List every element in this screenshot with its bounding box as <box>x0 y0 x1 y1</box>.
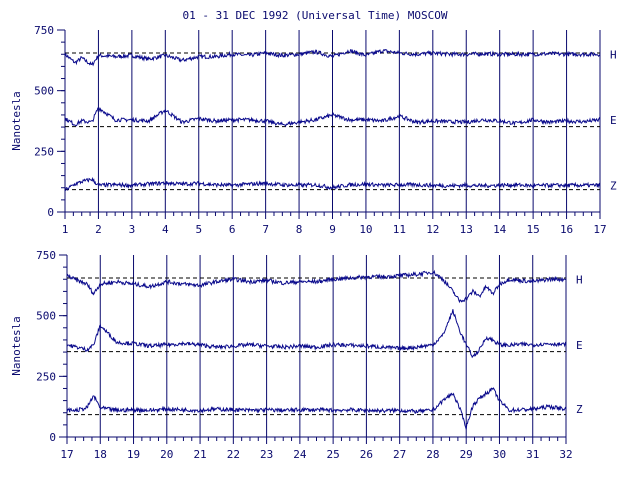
x-tick-label: 23 <box>260 448 273 461</box>
x-tick-label: 11 <box>393 223 406 236</box>
x-tick-label: 18 <box>94 448 107 461</box>
series-label-h: H <box>610 48 617 61</box>
series-line-e <box>66 309 567 359</box>
series-line-e <box>64 107 601 128</box>
series-label-h: H <box>576 273 583 286</box>
x-tick-label: 31 <box>526 448 539 461</box>
series-line-h <box>64 48 601 67</box>
x-tick-label: 8 <box>296 223 303 236</box>
x-tick-label: 1 <box>62 223 69 236</box>
x-tick-label: 12 <box>426 223 439 236</box>
series-line-h <box>66 269 567 304</box>
x-tick-label: 22 <box>227 448 240 461</box>
y-tick-label: 750 <box>36 249 56 262</box>
x-tick-label: 21 <box>193 448 206 461</box>
x-tick-label: 19 <box>127 448 140 461</box>
x-tick-label: 3 <box>129 223 136 236</box>
x-tick-label: 28 <box>426 448 439 461</box>
x-tick-label: 20 <box>160 448 173 461</box>
y-tick-label: 750 <box>34 24 54 37</box>
x-tick-label: 29 <box>460 448 473 461</box>
x-tick-label: 13 <box>460 223 473 236</box>
series-label-e: E <box>610 114 617 127</box>
y-tick-label: 500 <box>34 85 54 98</box>
y-tick-label: 0 <box>49 431 56 444</box>
x-tick-label: 5 <box>195 223 202 236</box>
x-tick-label: 14 <box>493 223 507 236</box>
y-axis-label: Nanotesla <box>10 91 23 151</box>
y-tick-label: 0 <box>47 206 54 219</box>
chart-title: 01 - 31 DEC 1992 (Universal Time) MOSCOW <box>183 9 448 22</box>
series-line-z <box>66 387 567 430</box>
series-label-z: Z <box>576 403 583 416</box>
x-tick-label: 9 <box>329 223 336 236</box>
x-tick-label: 4 <box>162 223 169 236</box>
x-tick-label: 16 <box>560 223 573 236</box>
chart-panel-2: 0 250 500 750 17 18 19 20 21 22 23 24 25 26 27 28 29 30 31… <box>10 249 583 461</box>
series-label-z: Z <box>610 179 617 192</box>
x-tick-label: 17 <box>593 223 606 236</box>
x-tick-label: 25 <box>327 448 340 461</box>
x-tick-label: 32 <box>559 448 572 461</box>
x-tick-label: 30 <box>493 448 506 461</box>
x-tick-label: 10 <box>359 223 372 236</box>
y-tick-label: 250 <box>34 145 54 158</box>
x-tick-label: 24 <box>293 448 307 461</box>
y-tick-label: 250 <box>36 370 56 383</box>
x-tick-label: 6 <box>229 223 236 236</box>
series-line-z <box>64 176 601 192</box>
x-tick-label: 17 <box>60 448 73 461</box>
x-tick-label: 15 <box>527 223 540 236</box>
y-tick-label: 500 <box>36 310 56 323</box>
x-tick-label: 2 <box>95 223 102 236</box>
x-tick-label: 26 <box>360 448 373 461</box>
x-tick-label: 27 <box>393 448 406 461</box>
y-axis-label: Nanotesla <box>10 316 23 376</box>
series-label-e: E <box>576 339 583 352</box>
x-tick-label: 7 <box>262 223 269 236</box>
